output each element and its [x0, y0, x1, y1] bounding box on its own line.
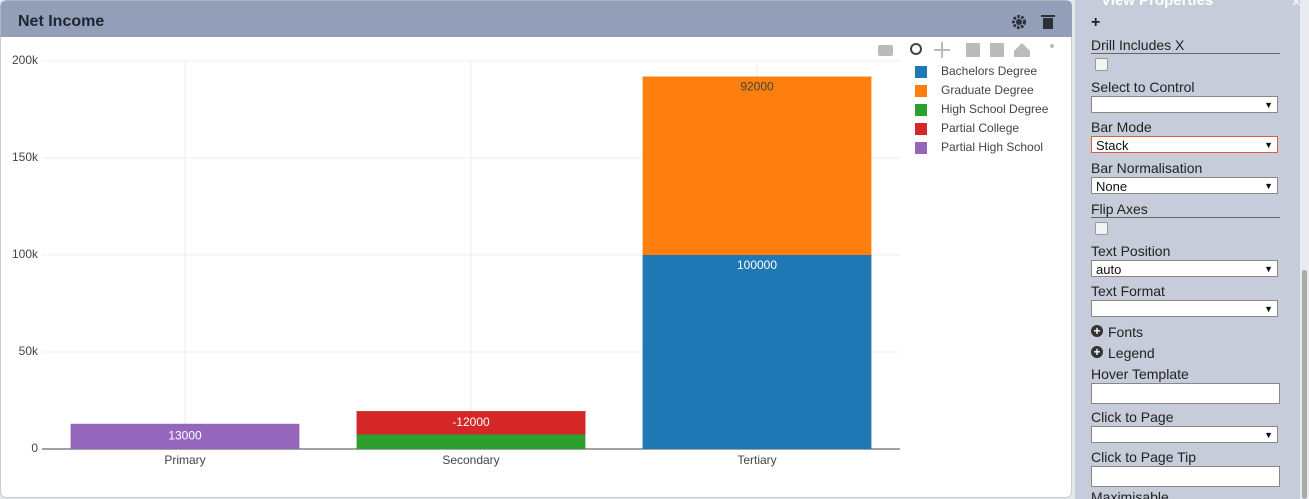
y-tick-label: 0 [31, 441, 38, 455]
legend-label: High School Degree [941, 102, 1049, 116]
settings-icon[interactable] [1012, 15, 1026, 29]
properties-panel: View Properties × + Drill Includes X Sele… [1075, 0, 1309, 499]
field-label: Text Position [1091, 243, 1171, 259]
legend-label: Partial College [941, 121, 1019, 135]
panel-header [0, 0, 1072, 37]
close-icon[interactable]: × [1291, 0, 1301, 11]
select-value: auto [1096, 262, 1122, 277]
delete-icon[interactable] [1041, 15, 1055, 29]
y-tick-label: 50k [19, 344, 39, 358]
home-icon[interactable] [1014, 43, 1030, 57]
scrollbar[interactable] [1300, 0, 1309, 499]
data-label: -12000 [452, 415, 490, 429]
field-label: Select to Control [1091, 79, 1195, 95]
legend-swatch [915, 123, 927, 135]
x-tick-label: Secondary [442, 453, 499, 467]
select-arrow: ▼ [1264, 264, 1273, 274]
legend-swatch [915, 85, 927, 97]
data-label: 13000 [168, 429, 202, 443]
expand-icon[interactable]: + [1091, 346, 1103, 358]
data-label: 100000 [737, 258, 777, 272]
expand-icon[interactable]: + [1091, 325, 1103, 337]
legend-swatch [915, 104, 927, 116]
chart-title: Net Income [18, 13, 104, 30]
chart-panel: Net Income 0 50k 100k 150k 200k Primary Second… [0, 0, 1072, 498]
legend-label: Partial High School [941, 140, 1043, 154]
zoom-icon[interactable] [910, 43, 922, 55]
x-tick-label: Tertiary [737, 453, 776, 467]
x-tick-label: Primary [164, 453, 205, 467]
field-label: Drill Includes X [1091, 37, 1185, 53]
bar [70, 423, 300, 449]
select[interactable]: auto ▼ [1091, 260, 1278, 277]
select-value: None [1096, 179, 1128, 194]
legend-swatch [915, 142, 927, 154]
add-icon[interactable]: + [1091, 14, 1101, 31]
field-label: Click to Page [1091, 409, 1174, 425]
select-arrow: ▼ [1264, 430, 1273, 440]
chart-toolbar [878, 42, 1054, 58]
legend-swatch [915, 66, 927, 78]
bar [642, 255, 872, 449]
zoom-out-icon[interactable] [990, 43, 1004, 57]
y-tick-label: 200k [12, 53, 39, 67]
checkbox[interactable] [1095, 58, 1108, 71]
camera-icon[interactable] [878, 45, 893, 56]
field-underline [1091, 217, 1280, 218]
field-label: Maximisable [1091, 489, 1169, 499]
select-arrow: ▼ [1264, 181, 1273, 191]
field-label: Flip Axes [1091, 201, 1148, 217]
checkbox[interactable] [1095, 222, 1108, 235]
text-input[interactable] [1091, 466, 1280, 487]
select[interactable]: ▼ [1091, 300, 1278, 317]
field-label: Click to Page Tip [1091, 449, 1197, 465]
bar [642, 76, 872, 256]
select-arrow: ▼ [1264, 304, 1273, 314]
field-label: Bar Normalisation [1091, 160, 1203, 176]
spike-icon[interactable] [1050, 44, 1054, 48]
legend-label: Graduate Degree [941, 83, 1034, 97]
field-underline [1091, 53, 1280, 54]
text-input[interactable] [1091, 383, 1280, 404]
select[interactable]: Stack ▼ [1091, 136, 1278, 153]
y-tick-label: 100k [12, 247, 39, 261]
field-label[interactable]: Legend [1108, 345, 1155, 361]
select[interactable]: None ▼ [1091, 177, 1278, 194]
zoom-in-icon[interactable] [966, 43, 980, 57]
field-label: Bar Mode [1091, 119, 1152, 135]
legend-label: Bachelors Degree [941, 64, 1037, 78]
bar [356, 411, 586, 435]
pan-icon[interactable] [934, 42, 950, 58]
select[interactable]: ▼ [1091, 96, 1278, 113]
field-label[interactable]: Fonts [1108, 324, 1144, 340]
field-label: Text Format [1091, 283, 1165, 299]
select-arrow: ▼ [1264, 140, 1273, 150]
select-value: Stack [1096, 138, 1129, 153]
data-label: 92000 [740, 80, 774, 94]
select-arrow: ▼ [1264, 100, 1273, 110]
y-tick-label: 150k [12, 150, 39, 164]
field-label: Hover Template [1091, 366, 1189, 382]
select[interactable]: ▼ [1091, 426, 1278, 443]
panel-title: View Properties [1101, 0, 1214, 9]
